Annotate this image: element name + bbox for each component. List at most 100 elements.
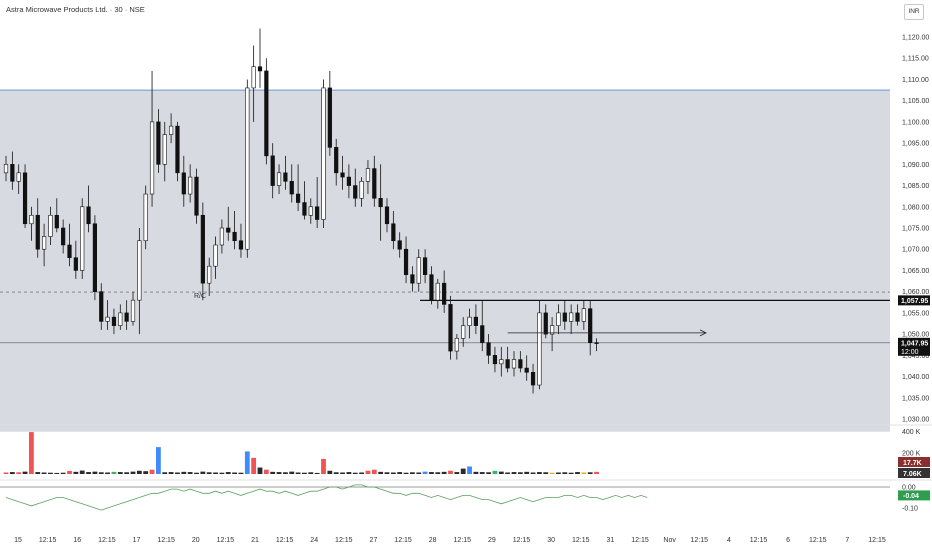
candle-body (315, 206, 320, 220)
volume-bar (327, 470, 333, 474)
candle-body (22, 172, 28, 225)
candle-body (105, 316, 110, 322)
time-tick-label: Nov (663, 537, 676, 544)
time-axis[interactable]: 15 12:15 16 12:15 17 12:15 20 12:15 21 12:15 24 12:… (14, 537, 886, 544)
volume-pane: 400 K 200 K 17.7K 7.06K (3, 429, 930, 478)
last-price-badge-time: 12:00 (901, 349, 919, 356)
time-tick-label: 24 (310, 537, 318, 544)
chart-title: Astra Microwave Products Ltd. · 30 · NSE (6, 5, 145, 14)
osc-tick-label: 0.00 (902, 485, 916, 492)
candle-body (219, 227, 225, 246)
volume-bar (467, 466, 472, 474)
price-tick-label: 1,115.00 (902, 56, 929, 63)
time-tick-label: 12:15 (394, 537, 412, 544)
zone-rect (0, 90, 890, 432)
candle-body (346, 176, 352, 186)
candle-body (448, 304, 453, 352)
volume-bar (213, 472, 218, 474)
volume-badge (898, 468, 930, 478)
price-tick-label: 1,045.00 (902, 353, 929, 360)
candle-body (137, 240, 142, 301)
candle-body (327, 87, 332, 148)
price-tick-label: 1,120.00 (902, 35, 929, 42)
oscillator-line (5, 484, 648, 511)
price-badges: 1,057.95 1,047.95 12:00 (898, 295, 930, 356)
volume-bar (517, 472, 523, 474)
volume-bar (302, 472, 307, 474)
price-tick-label: 1,090.00 (902, 162, 929, 169)
price-tick-label: 1,050.00 (902, 332, 929, 339)
volume-bar (390, 472, 396, 474)
candle-body (289, 181, 294, 195)
volume-bar (524, 471, 530, 474)
candle-body (569, 312, 574, 322)
candle-body (181, 172, 186, 195)
volume-bar (92, 471, 98, 474)
volume-bar (257, 467, 263, 474)
time-tick-label: 21 (251, 537, 259, 544)
volume-bar (238, 472, 244, 474)
candle-body (378, 197, 383, 208)
candle-body (442, 282, 447, 305)
time-tick-label: 12:15 (631, 537, 649, 544)
candle-body (245, 87, 250, 250)
volume-bar (143, 471, 149, 474)
candle-body (226, 227, 231, 233)
time-tick-label: 12:15 (750, 537, 768, 544)
price-tick-label: 1,080.00 (902, 204, 929, 211)
candle-body (391, 223, 396, 242)
candle-body (175, 125, 180, 174)
time-tick-label: 12:15 (217, 537, 235, 544)
price-tick-label: 1,055.00 (902, 310, 929, 317)
candle-body (41, 236, 47, 250)
projection-arrow[interactable] (507, 329, 707, 337)
volume-bar (587, 472, 593, 474)
osc-tick-label: -0.10 (902, 506, 918, 513)
candle-body (321, 87, 326, 220)
candle-body (511, 359, 517, 369)
candle-body (73, 257, 78, 271)
volume-bar (9, 472, 15, 474)
time-tick-label: 7 (845, 537, 849, 544)
last-price-badge-label: 1,047.95 (901, 340, 928, 347)
volume-bar (511, 472, 517, 474)
currency-button[interactable]: INR (904, 4, 924, 20)
candle-body (518, 359, 523, 369)
arrow-head[interactable] (699, 329, 707, 337)
candle-body (384, 206, 390, 225)
volume-bar (219, 472, 225, 474)
volume-bar (549, 472, 555, 474)
volume-bar (175, 472, 180, 474)
time-tick-label: 12:15 (454, 537, 472, 544)
volume-bar (276, 472, 282, 474)
volume-bar (263, 469, 269, 474)
candle-body (124, 312, 129, 322)
candle-body (143, 193, 148, 242)
candle-body (86, 206, 91, 225)
candle-body (67, 244, 72, 259)
volume-bar (73, 471, 79, 474)
time-tick-label: 12:15 (868, 537, 886, 544)
volume-bar (111, 471, 117, 474)
candle-body (130, 299, 136, 322)
candle-body (264, 70, 269, 157)
volume-bar (3, 472, 9, 474)
volume-bar (365, 470, 371, 474)
price-tick-label: 1,035.00 (902, 395, 929, 402)
price-tick-label: 1,085.00 (902, 183, 929, 190)
volume-bar (556, 472, 561, 474)
price-tick-label: 1,075.00 (902, 226, 929, 233)
volume-bar (98, 472, 104, 474)
osc-badge (898, 490, 930, 501)
oscillator-pane: 0.00 -0.10 -0.04 (0, 484, 930, 513)
volume-bar (308, 472, 314, 474)
volume-bar (435, 472, 441, 474)
volume-bar (162, 472, 168, 474)
candle-body (238, 240, 244, 250)
candle-body (162, 134, 167, 165)
candle-body (467, 316, 472, 326)
volume-bar (67, 470, 72, 474)
last-price-badge (898, 337, 930, 356)
price-axis[interactable]: 1,030.00 1,035.00 1,040.00 1,045.00 1,050.00… (902, 35, 929, 424)
